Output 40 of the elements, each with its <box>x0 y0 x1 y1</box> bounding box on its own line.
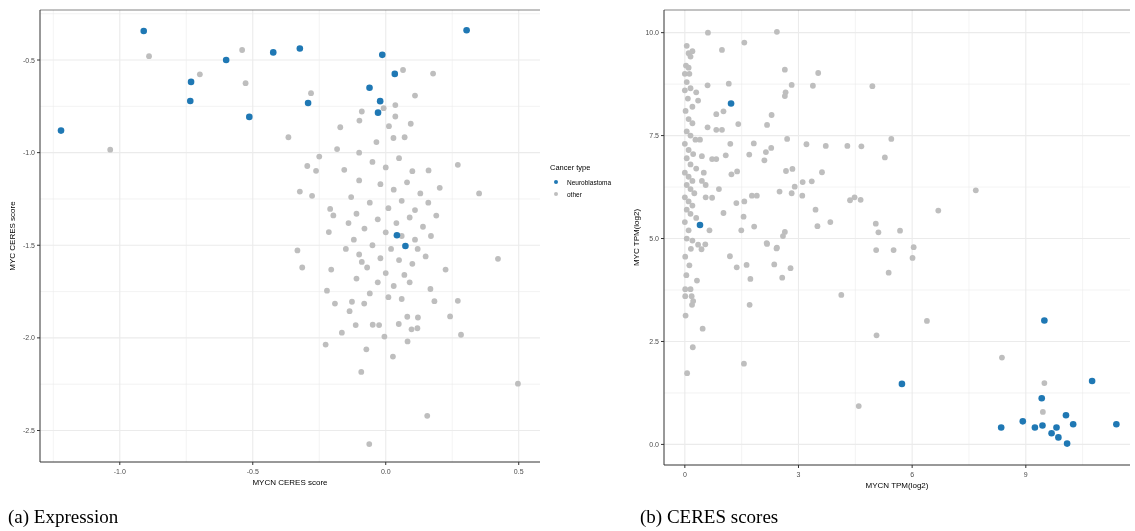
point <box>186 97 194 105</box>
point <box>1063 440 1071 447</box>
point <box>1069 420 1077 428</box>
point <box>376 97 384 105</box>
point <box>378 51 386 59</box>
point <box>1055 434 1062 441</box>
point <box>898 380 906 388</box>
point <box>246 113 253 121</box>
point <box>296 45 304 52</box>
point <box>1039 422 1046 429</box>
point <box>222 56 230 64</box>
point <box>1038 394 1046 402</box>
y-axis-title: MYC TPM(log2) <box>632 208 641 267</box>
point <box>140 27 148 35</box>
point <box>727 100 735 107</box>
point <box>374 109 382 116</box>
point <box>463 26 470 34</box>
point <box>1088 377 1096 385</box>
text: (a) Expression <box>8 506 119 528</box>
text: (b) CERES scores <box>640 506 779 528</box>
x-axis-title: MYCN TPM(log2) <box>865 481 929 490</box>
point <box>366 84 373 92</box>
point <box>304 99 312 107</box>
point <box>187 78 195 86</box>
point <box>1053 424 1060 431</box>
x-axis-title: MYCN CERES score <box>252 478 329 487</box>
point <box>1041 317 1048 324</box>
point <box>1031 424 1039 431</box>
point <box>393 231 401 239</box>
point <box>1048 429 1055 437</box>
y-axis-title: MYC CERES score <box>8 200 17 271</box>
point <box>269 49 277 56</box>
point <box>391 70 399 78</box>
point <box>57 127 65 134</box>
point <box>1113 420 1120 428</box>
point <box>402 242 409 250</box>
point <box>997 424 1005 431</box>
point <box>1062 411 1070 419</box>
point <box>1019 418 1027 425</box>
point <box>696 221 704 229</box>
